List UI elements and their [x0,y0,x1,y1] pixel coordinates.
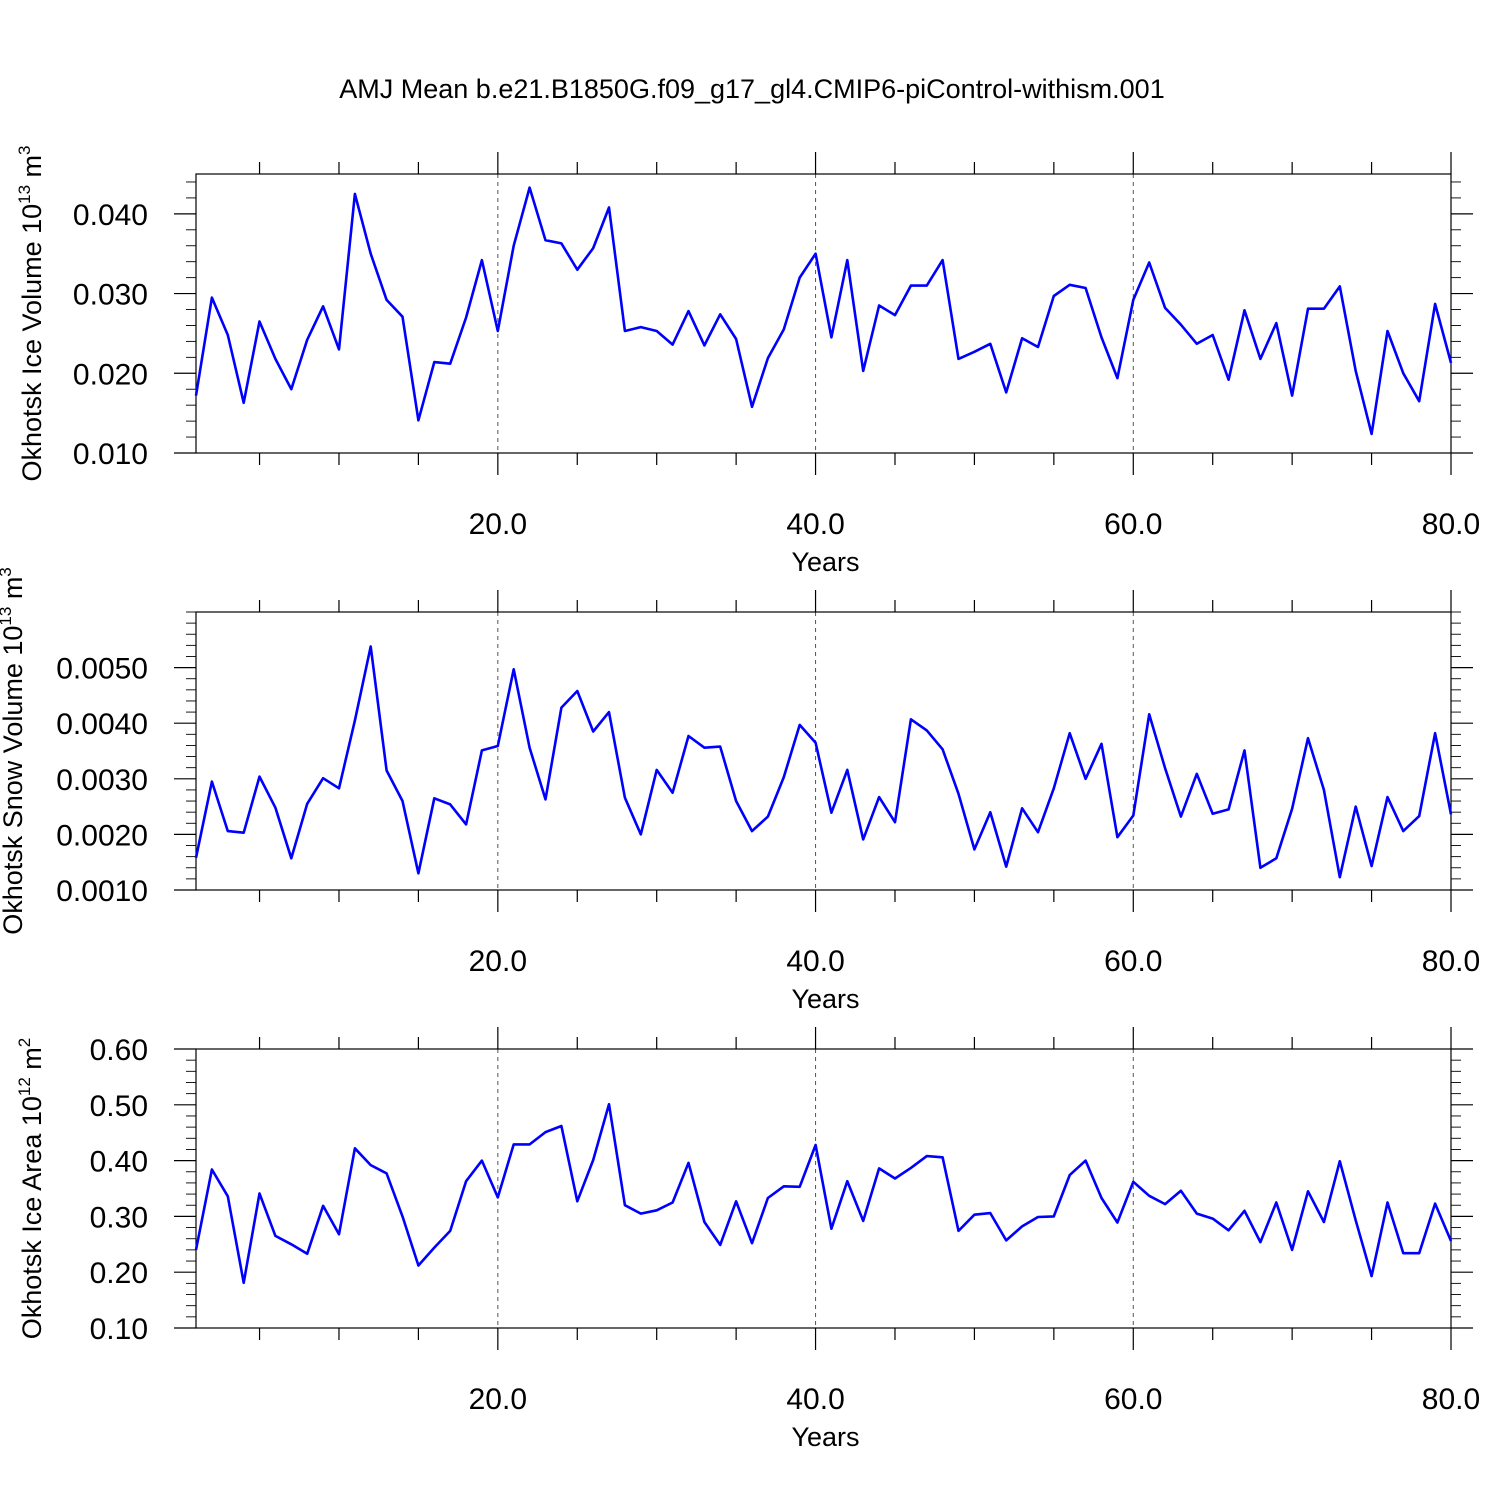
snow-volume-series-line [194,645,1453,879]
snow-volume-y-tick-label: 0.0030 [56,764,148,797]
ice-area-series-line [194,1102,1453,1285]
snow-volume-y-tick-label: 0.0040 [56,708,148,741]
snow-volume-y-tick-label: 0.0050 [56,653,148,686]
ice-volume-x-axis-label: Years [791,547,859,577]
panel-ice-volume: 20.0 40.0 60.0 80.0 0.010 0.020 0.030 0.040 Year… [15,145,1480,577]
ice-area-y-tick-label: 0.10 [90,1313,148,1346]
ice-area-y-axis-label: Okhotsk Ice Area 1012 m2 [15,1038,47,1340]
ice-area-y-tick-label: 0.50 [90,1090,148,1123]
snow-volume-x-tick-label: 60.0 [1104,945,1162,978]
ice-area-plot-frame [195,1048,1452,1329]
ice-volume-x-tick-label: 40.0 [786,508,844,541]
ice-area-y-tick-label: 0.30 [90,1201,148,1234]
ice-volume-y-tick-label: 0.020 [73,358,148,391]
panel-snow-volume: 20.0 40.0 60.0 80.0 0.0010 0.0020 0.0030 0.0040… [0,567,1480,1014]
ice-area-x-tick-label: 60.0 [1104,1383,1162,1416]
ice-volume-x-tick-label: 20.0 [469,508,527,541]
snow-volume-y-axis-label: Okhotsk Snow Volume 1013 m3 [0,567,28,935]
ice-volume-series-line [194,186,1453,436]
ice-area-y-tick-label: 0.20 [90,1257,148,1290]
ice-area-y-tick-label: 0.40 [90,1146,148,1179]
ice-volume-x-tick-label: 80.0 [1422,508,1480,541]
ice-volume-x-tick-label: 60.0 [1104,508,1162,541]
snow-volume-plot-frame [195,611,1452,891]
ice-area-x-tick-label: 40.0 [786,1383,844,1416]
figure-title: AMJ Mean b.e21.B1850G.f09_g17_gl4.CMIP6-… [339,74,1164,104]
ice-volume-y-tick-label: 0.040 [73,199,148,232]
snow-volume-x-tick-label: 20.0 [469,945,527,978]
panel-ice-area: 20.0 40.0 60.0 80.0 0.10 0.20 0.30 0.40 0.50 0.60… [15,1027,1480,1452]
ice-area-x-tick-label: 80.0 [1422,1383,1480,1416]
snow-volume-x-tick-label: 40.0 [786,945,844,978]
snow-volume-y-tick-label: 0.0020 [56,819,148,852]
snow-volume-x-axis-label: Years [791,984,859,1014]
ice-volume-y-tick-label: 0.010 [73,438,148,471]
ice-volume-plot-frame [195,173,1452,454]
ice-area-x-axis-label: Years [791,1422,859,1452]
ice-area-x-tick-label: 20.0 [469,1383,527,1416]
ice-volume-y-tick-label: 0.030 [73,279,148,312]
snow-volume-y-tick-label: 0.0010 [56,875,148,908]
ice-volume-y-axis-label: Okhotsk Ice Volume 1013 m3 [15,145,47,481]
ice-area-y-tick-label: 0.60 [90,1034,148,1067]
snow-volume-x-tick-label: 80.0 [1422,945,1480,978]
